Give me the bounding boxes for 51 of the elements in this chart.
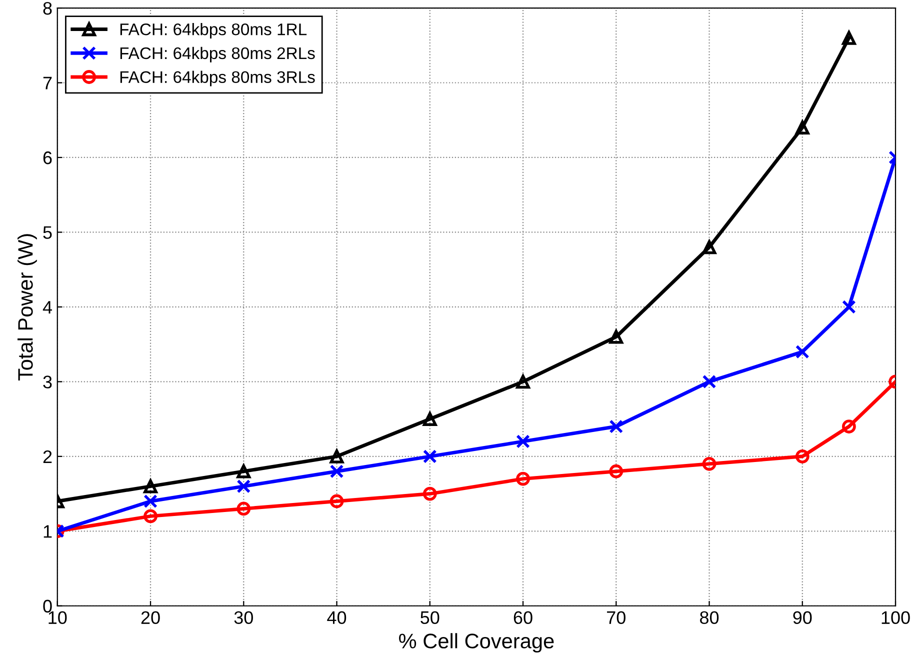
y-tick-label: 6 <box>43 151 52 164</box>
x-tick-label: 40 <box>327 611 346 624</box>
y-tick-label: 8 <box>43 2 52 15</box>
point <box>702 456 716 471</box>
point <box>422 486 437 501</box>
point <box>842 420 856 434</box>
x-tick-label: 50 <box>420 611 440 624</box>
point <box>609 330 624 344</box>
point <box>330 464 344 478</box>
point <box>609 464 624 478</box>
point <box>236 502 251 516</box>
point <box>516 434 530 448</box>
point <box>330 449 344 464</box>
y-tick-label: 5 <box>43 226 52 239</box>
y-tick-label: 2 <box>43 450 52 463</box>
y-tick-label: 4 <box>42 301 52 314</box>
point <box>609 420 624 434</box>
x-axis-title: % Cell Coverage <box>399 633 554 653</box>
point <box>144 509 158 524</box>
point <box>795 344 810 359</box>
x-tick-label: 70 <box>607 611 626 624</box>
point <box>516 472 530 486</box>
y-tick-label: 3 <box>43 376 52 388</box>
point <box>422 412 437 426</box>
x-tick-label: 90 <box>793 611 812 624</box>
point <box>422 449 437 464</box>
y-tick-label: 1 <box>44 525 52 538</box>
legend-label: FACH: 64kbps 80ms 2RLs <box>120 46 315 62</box>
point <box>144 479 158 494</box>
x-tick-label: 10 <box>48 611 67 624</box>
point <box>144 494 158 508</box>
point <box>236 479 251 494</box>
point <box>330 494 344 508</box>
point <box>842 30 856 45</box>
x-tick-label: 60 <box>514 611 532 624</box>
point <box>702 240 716 254</box>
y-axis-title: Total Power (W) <box>18 234 37 381</box>
point <box>795 120 810 135</box>
x-tick-label: 100 <box>882 611 910 624</box>
x-tick-label: 30 <box>234 611 253 624</box>
y-tick-label: 0 <box>43 600 52 613</box>
point <box>236 464 251 478</box>
point <box>516 374 530 389</box>
y-tick-label: 7 <box>43 76 52 90</box>
x-tick-label: 80 <box>700 611 719 624</box>
legend-label: FACH: 64kbps 80ms 3RLs <box>120 70 315 86</box>
point <box>842 300 856 314</box>
x-tick-label: 20 <box>141 611 160 624</box>
point <box>702 374 716 389</box>
legend-label: FACH: 64kbps 80ms 1RL <box>120 23 307 39</box>
point <box>795 449 810 464</box>
